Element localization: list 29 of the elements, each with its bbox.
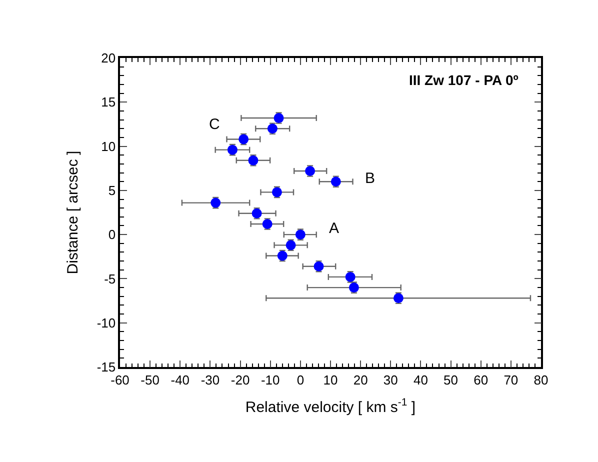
- x-tick-label: -30: [200, 372, 220, 388]
- x-tick-label: -40: [170, 372, 190, 388]
- x-tick-label: 70: [504, 372, 518, 388]
- x-tick-label: 10: [323, 372, 338, 388]
- x-tick-label: -10: [260, 372, 280, 388]
- x-tick-label: -20: [230, 372, 250, 388]
- annotation: C: [209, 116, 220, 133]
- x-tick-label: 30: [383, 372, 398, 388]
- x-tick-label: 20: [353, 372, 368, 388]
- annotation: A: [329, 220, 340, 237]
- y-tick-label: 20: [101, 50, 116, 66]
- x-tick-label: -60: [110, 372, 130, 388]
- x-tick-label: 0: [296, 372, 304, 388]
- y-tick-label: -10: [96, 315, 116, 330]
- y-axis-title: Distance [ arcsec ]: [64, 150, 82, 274]
- x-tick-label: 80: [534, 372, 548, 388]
- x-tick-label: 60: [474, 372, 488, 388]
- x-tick-label: -50: [140, 372, 160, 388]
- y-tick-label: 0: [108, 227, 116, 242]
- y-tick-label: -5: [104, 271, 116, 286]
- annotation: B: [365, 170, 376, 187]
- text: III Zw 107 - PA 0º: [409, 72, 518, 88]
- x-axis-title: Relative velocity [ km s$^{-1}$ ]: [245, 396, 416, 416]
- y-tick-label: 15: [101, 94, 116, 110]
- y-tick-label: 5: [108, 182, 116, 198]
- y-tick-label: 10: [101, 138, 116, 154]
- x-tick-label: 40: [413, 372, 428, 388]
- y-tick-label: -15: [96, 360, 116, 375]
- x-tick-label: 50: [444, 372, 458, 388]
